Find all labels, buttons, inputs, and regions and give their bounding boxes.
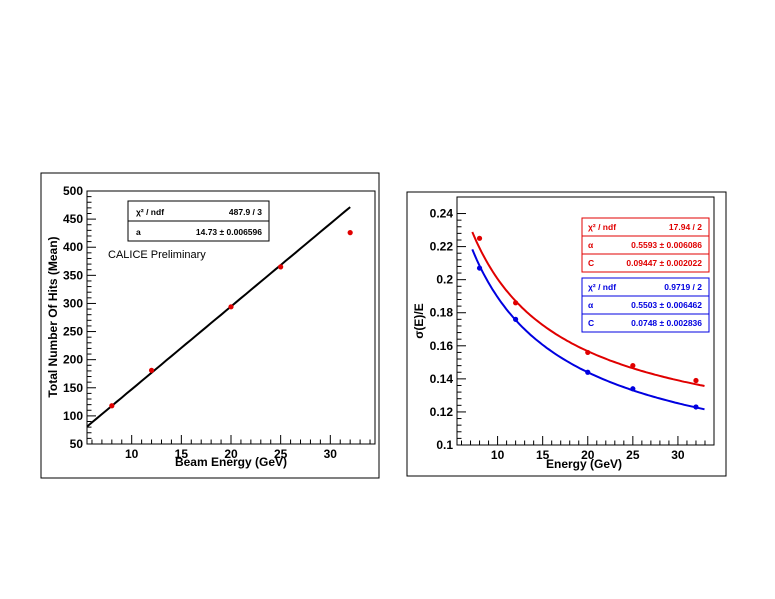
left-chart: 10 15 20 25 30 50 100 150 200 250 300 350 400 450 500…: [40, 172, 380, 479]
right-x-axis: 10 15 20 25 30: [461, 436, 715, 462]
left-x-tick-label: 15: [175, 447, 189, 461]
left-x-tick-label: 10: [125, 447, 139, 461]
left-y-axis-title: Total Number Of Hits (Mean): [46, 236, 60, 397]
left-y-tick-label: 400: [63, 240, 83, 254]
right-x-axis-title: Energy (GeV): [546, 457, 622, 471]
left-stats-a-label: a: [136, 227, 141, 237]
right-stats-blue-c-label: C: [588, 318, 594, 328]
right-data-point: [693, 377, 699, 384]
left-y-tick-label: 150: [63, 381, 83, 395]
left-data-point: [109, 403, 115, 409]
left-y-tick-label: 350: [63, 268, 83, 282]
right-stats-blue-frame: [581, 277, 710, 333]
right-data-point: [585, 349, 591, 356]
right-y-axis: 0.1 0.12 0.14 0.16 0.18 0.2 0.22 0.24: [430, 207, 466, 452]
left-stats-chi2-value: 487.9 / 3: [229, 207, 262, 217]
right-x-tick-label: 30: [671, 448, 685, 462]
right-stats-red-chi2-value: 17.94 / 2: [669, 222, 702, 232]
right-stats-red-c-value: 0.09447 ± 0.002022: [626, 258, 702, 268]
left-fit-line: [86, 206, 351, 428]
right-y-tick-label: 0.14: [430, 372, 454, 386]
left-x-tick-label: 30: [324, 447, 338, 461]
left-annotation: CALICE Preliminary: [108, 249, 206, 261]
right-stats-red-alpha-value: 0.5593 ± 0.006086: [631, 240, 702, 250]
left-y-axis: 50 100 150 200 250 300 350 400 450 500: [63, 184, 96, 451]
right-stats-blue-c-value: 0.0748 ± 0.002836: [631, 318, 702, 328]
right-stats-box-blue: χ² / ndf 0.9719 / 2 α 0.5503 ± 0.006462 …: [581, 277, 710, 333]
right-y-tick-label: 0.24: [430, 207, 454, 221]
right-y-tick-label: 0.18: [430, 306, 454, 320]
left-y-tick-label: 50: [70, 437, 84, 451]
right-stats-red-chi2-label: χ² / ndf: [588, 222, 616, 232]
right-data-point: [693, 404, 699, 410]
right-data-point: [630, 363, 636, 369]
left-data-points: [109, 230, 353, 409]
left-data-point: [347, 230, 353, 236]
right-x-tick-label: 20: [581, 448, 595, 462]
right-data-point: [630, 386, 636, 392]
right-stats-box-red: χ² / ndf 17.94 / 2 α 0.5593 ± 0.006086 C…: [581, 217, 710, 273]
right-data-point: [585, 369, 591, 375]
right-stats-blue-alpha-label: α: [588, 300, 594, 310]
left-y-tick-label: 450: [63, 212, 83, 226]
right-y-axis-title: σ(E)/E: [412, 303, 426, 339]
right-x-tick-label: 15: [536, 448, 550, 462]
right-stats-blue-chi2-value: 0.9719 / 2: [664, 282, 702, 292]
right-data-point: [476, 265, 483, 271]
right-x-tick-label: 10: [491, 448, 505, 462]
right-stats-red-frame: [581, 217, 710, 273]
right-x-tick-label: 25: [626, 448, 640, 462]
right-plot-frame: [456, 196, 715, 446]
right-stats-blue-chi2-label: χ² / ndf: [588, 282, 616, 292]
right-data-point: [513, 300, 519, 306]
right-data-points: [476, 235, 699, 410]
left-y-tick-label: 500: [63, 184, 83, 198]
left-y-tick-label: 100: [63, 409, 83, 423]
right-y-tick-label: 0.16: [430, 339, 454, 353]
left-x-tick-label: 20: [224, 447, 238, 461]
left-stats-chi2-label: χ² / ndf: [136, 207, 164, 217]
left-y-tick-label: 200: [63, 353, 83, 367]
left-y-tick-label: 300: [63, 296, 83, 310]
right-y-tick-label: 0.12: [430, 405, 454, 419]
right-stats-red-c-label: C: [588, 258, 594, 268]
right-y-tick-label: 0.1: [436, 438, 453, 452]
left-x-axis-title: Beam Energy (GeV): [175, 455, 287, 469]
right-data-point: [513, 316, 519, 322]
left-x-tick-label: 25: [274, 447, 288, 461]
left-data-point: [278, 264, 284, 270]
right-chart: 10 15 20 25 30 0.1 0.12 0.14 0.16 0.18 0.2 0.22 0.2…: [406, 191, 727, 477]
left-y-tick-label: 250: [63, 325, 83, 339]
right-stats-blue-alpha-value: 0.5503 ± 0.006462: [631, 300, 702, 310]
left-data-point: [228, 304, 234, 310]
right-stats-red-alpha-label: α: [588, 240, 594, 250]
right-y-tick-label: 0.2: [436, 273, 453, 287]
left-x-axis: 10 15 20 25 30: [91, 435, 371, 461]
left-stats-a-value: 14.73 ± 0.006596: [196, 227, 262, 237]
left-stats-box: χ² / ndf 487.9 / 3 a 14.73 ± 0.006596: [127, 200, 270, 242]
left-data-point: [148, 367, 155, 373]
right-y-tick-label: 0.22: [430, 240, 454, 254]
right-data-point: [476, 235, 483, 241]
